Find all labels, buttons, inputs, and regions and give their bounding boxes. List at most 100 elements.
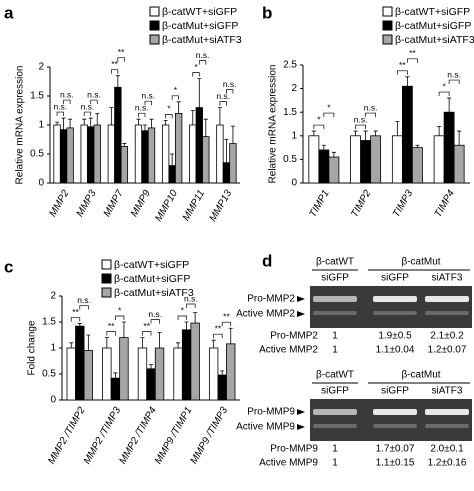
bar [134,124,143,184]
significance-label: n.s. [81,101,95,111]
lane-label: siGFP [321,386,349,397]
significance-bracket [117,57,125,62]
significance-label: * [194,62,198,72]
significance-label: * [167,104,171,114]
significance-bracket [70,317,81,322]
significance-bracket [144,100,152,106]
row-value: 1.2±0.16 [428,458,467,469]
error-bar [220,370,225,376]
gel-band [373,296,417,302]
legend-swatch [382,6,393,17]
error-bar [82,118,87,125]
bar [66,347,76,401]
error-bar [437,125,442,136]
panel-label: b [262,3,272,22]
bar [83,350,94,401]
gel-band [313,409,357,415]
significance-bracket [150,319,160,324]
significance-bracket [355,124,366,130]
bar [154,347,165,401]
y-tick-label: 0 [291,178,297,189]
error-bar [353,130,358,136]
significance-bracket [63,99,71,105]
significance-bracket [110,69,119,74]
row-value: 1 [332,345,338,356]
significance-label: ** [143,321,150,331]
error-bar [104,337,109,348]
bar [190,322,200,401]
legend-label: β-catMut+siATF3 [162,34,242,46]
panel-label: d [262,251,272,270]
error-bar [157,332,162,348]
significance-bracket [90,99,98,105]
bar [308,135,320,184]
gel-band [425,296,469,302]
y-tick-label: 1 [50,343,56,354]
error-bar [363,130,368,141]
bar [102,347,112,401]
significance-bracket [79,305,89,310]
bar [168,165,176,184]
error-bar [86,334,91,351]
x-tick-label: MMP9 [129,188,153,219]
error-bar [122,143,127,147]
row-value: 1 [332,458,338,469]
legend-label: β-catMut+siGFP [114,273,190,285]
band-label: Active MMP9 [236,422,295,433]
band-label: Active MMP2 [236,309,295,320]
error-bar [140,337,145,348]
bar [107,124,116,184]
significance-bracket [323,112,335,118]
y-tick-label: 1.5 [42,317,56,328]
legend-swatch [149,6,160,17]
significance-label: n.s. [135,102,149,112]
bar [87,126,95,184]
significance-label: ** [72,307,79,317]
row-value: 2.0±0.1 [430,444,464,455]
lane-label: siGFP [321,273,349,284]
x-tick-label: MMP2 /TIMP2 [46,405,88,466]
x-tick-label: MMP7 [102,188,126,219]
significance-bracket [448,79,460,85]
significance-bracket [198,60,207,65]
significance-label: n.s. [87,89,101,99]
row-value: 1.2±0.07 [428,345,467,356]
error-bar [228,327,233,344]
significance-bracket [56,111,64,117]
significance-label: n.s. [447,69,461,79]
error-bar [176,101,181,114]
gel-band [373,311,417,315]
lane-label: siGFP [381,386,409,397]
x-tick-label: MMP13 [208,188,235,224]
bar [411,147,423,184]
error-bar [69,342,74,348]
error-bar [109,107,114,125]
legend-swatch [101,259,112,270]
error-bar [321,144,326,150]
bar [433,135,445,184]
band-arrow [297,296,305,302]
band-arrow [297,409,305,415]
bar [66,127,74,184]
x-tick-label: MMP2 [47,188,71,219]
significance-label: ** [409,48,416,58]
error-bar [373,130,378,136]
bar [59,129,68,184]
bar [110,377,121,401]
significance-bracket [115,315,125,320]
x-tick-label: TIMP4 [433,188,457,219]
row-label: Pro-MMP2 [270,331,318,342]
legend-swatch [382,20,393,31]
gel-band [313,296,357,302]
gel-band [373,424,417,428]
error-bar [115,75,120,88]
significance-label: n.s. [196,50,210,60]
bar [80,124,88,184]
legend-swatch [382,34,393,45]
row-value: 1 [332,331,338,342]
row-label: Active MMP2 [259,345,318,356]
bar [93,124,101,184]
error-bar [149,118,154,128]
error-bar [95,113,100,125]
